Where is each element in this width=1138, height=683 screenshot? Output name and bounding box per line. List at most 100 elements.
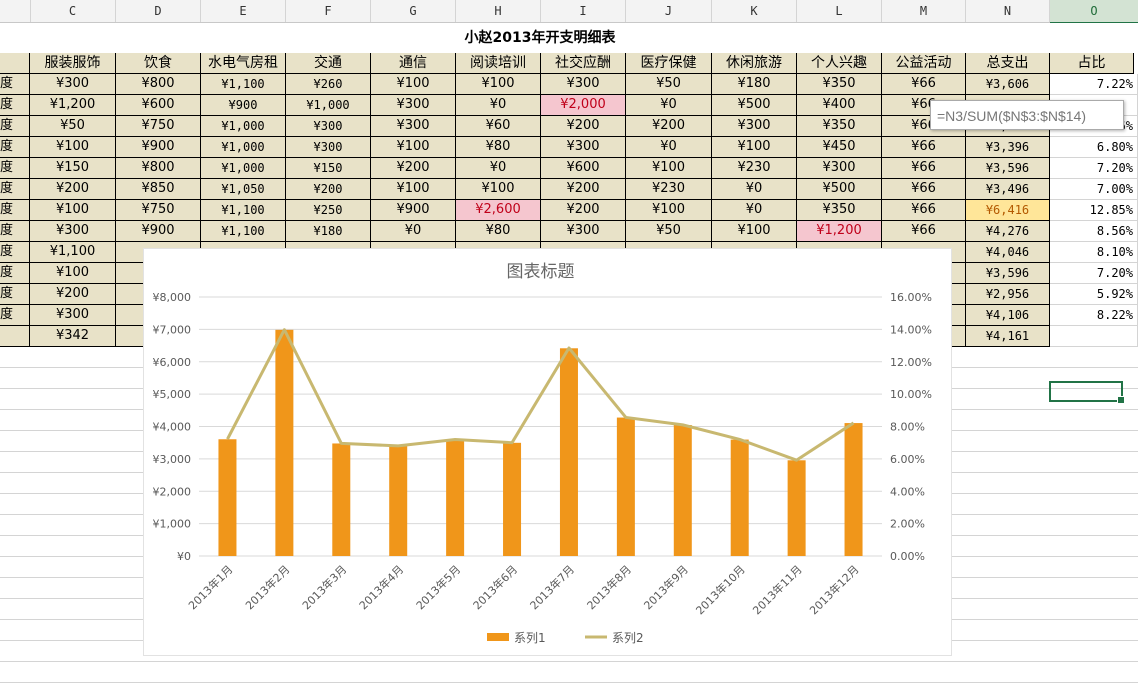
data-cell[interactable]: ¥50 <box>30 116 116 137</box>
data-cell[interactable]: ¥750 <box>116 116 201 137</box>
percent-cell[interactable]: 7.20% <box>1050 158 1138 179</box>
header-cell[interactable]: 阅读培训 <box>456 53 541 74</box>
data-cell[interactable]: ¥100 <box>626 200 712 221</box>
column-header-N[interactable]: N <box>966 0 1050 22</box>
header-cell[interactable]: 总支出 <box>966 53 1050 74</box>
data-cell[interactable]: ¥4,276 <box>966 221 1050 242</box>
data-cell[interactable]: ¥66 <box>882 221 966 242</box>
header-cell[interactable]: 个人兴趣 <box>797 53 882 74</box>
data-cell[interactable]: ¥2,600 <box>456 200 541 221</box>
data-cell[interactable]: ¥4,161 <box>966 326 1050 347</box>
data-cell[interactable]: ¥600 <box>541 158 626 179</box>
header-cell[interactable]: 休闲旅游 <box>712 53 797 74</box>
data-cell[interactable]: ¥0 <box>456 158 541 179</box>
percent-cell[interactable]: 7.20% <box>1050 263 1138 284</box>
combo-chart[interactable]: 图表标题¥0¥1,000¥2,000¥3,000¥4,000¥5,000¥6,0… <box>143 248 952 656</box>
header-cell[interactable]: 交通 <box>286 53 371 74</box>
data-cell[interactable]: ¥230 <box>712 158 797 179</box>
data-cell[interactable]: ¥6,416 <box>966 200 1050 221</box>
data-cell[interactable]: ¥3,606 <box>966 74 1050 95</box>
data-cell[interactable]: ¥60 <box>456 116 541 137</box>
column-header-O[interactable]: O <box>1050 0 1138 24</box>
data-cell[interactable]: ¥80 <box>456 221 541 242</box>
row-label-cell[interactable] <box>0 326 30 347</box>
data-cell[interactable]: ¥260 <box>286 74 371 95</box>
data-cell[interactable]: ¥100 <box>371 137 456 158</box>
data-cell[interactable]: ¥800 <box>116 74 201 95</box>
data-cell[interactable]: ¥1,000 <box>201 158 286 179</box>
data-cell[interactable]: ¥250 <box>286 200 371 221</box>
column-header-J[interactable]: J <box>626 0 712 22</box>
data-cell[interactable]: ¥850 <box>116 179 201 200</box>
data-cell[interactable]: ¥180 <box>712 74 797 95</box>
data-cell[interactable]: ¥600 <box>116 95 201 116</box>
data-cell[interactable]: ¥1,200 <box>30 95 116 116</box>
data-cell[interactable]: ¥200 <box>541 116 626 137</box>
header-cell[interactable]: 社交应酬 <box>541 53 626 74</box>
sheet-title[interactable]: 小赵2013年开支明细表 <box>30 23 1050 53</box>
data-cell[interactable]: ¥100 <box>30 200 116 221</box>
data-cell[interactable]: ¥342 <box>30 326 116 347</box>
data-cell[interactable]: ¥200 <box>541 200 626 221</box>
data-cell[interactable]: ¥0 <box>626 95 712 116</box>
row-label-cell[interactable]: 度 <box>0 242 30 263</box>
column-header-K[interactable]: K <box>712 0 797 22</box>
data-cell[interactable]: ¥1,000 <box>201 116 286 137</box>
column-header-H[interactable]: H <box>456 0 541 22</box>
data-cell[interactable]: ¥0 <box>626 137 712 158</box>
data-cell[interactable]: ¥200 <box>30 284 116 305</box>
data-cell[interactable]: ¥66 <box>882 158 966 179</box>
data-cell[interactable]: ¥300 <box>371 95 456 116</box>
data-cell[interactable]: ¥200 <box>286 179 371 200</box>
percent-cell[interactable]: 6.80% <box>1050 137 1138 158</box>
percent-cell[interactable]: 8.56% <box>1050 221 1138 242</box>
data-cell[interactable]: ¥450 <box>797 137 882 158</box>
data-cell[interactable]: ¥1,100 <box>30 242 116 263</box>
data-cell[interactable]: ¥66 <box>882 179 966 200</box>
data-cell[interactable]: ¥1,050 <box>201 179 286 200</box>
data-cell[interactable]: ¥350 <box>797 74 882 95</box>
data-cell[interactable]: ¥900 <box>116 137 201 158</box>
row-label-cell[interactable]: 度 <box>0 74 30 95</box>
data-cell[interactable]: ¥66 <box>882 74 966 95</box>
percent-cell[interactable]: 7.22% <box>1050 74 1138 95</box>
column-header-M[interactable]: M <box>882 0 966 22</box>
percent-cell[interactable]: 12.85% <box>1050 200 1138 221</box>
data-cell[interactable]: ¥500 <box>712 95 797 116</box>
data-cell[interactable]: ¥300 <box>541 74 626 95</box>
data-cell[interactable]: ¥400 <box>797 95 882 116</box>
row-label-cell[interactable]: 度 <box>0 200 30 221</box>
data-cell[interactable]: ¥1,200 <box>797 221 882 242</box>
data-cell[interactable]: ¥100 <box>30 137 116 158</box>
data-cell[interactable]: ¥66 <box>882 137 966 158</box>
column-header-G[interactable]: G <box>371 0 456 22</box>
data-cell[interactable]: ¥0 <box>456 95 541 116</box>
row-label-cell[interactable]: 度 <box>0 95 30 116</box>
data-cell[interactable]: ¥300 <box>30 221 116 242</box>
row-label-cell[interactable]: 度 <box>0 305 30 326</box>
data-cell[interactable]: ¥900 <box>201 95 286 116</box>
data-cell[interactable]: ¥300 <box>541 137 626 158</box>
row-label-cell[interactable]: 度 <box>0 221 30 242</box>
data-cell[interactable]: ¥150 <box>286 158 371 179</box>
data-cell[interactable]: ¥50 <box>626 221 712 242</box>
data-cell[interactable]: ¥0 <box>712 200 797 221</box>
data-cell[interactable]: ¥0 <box>371 221 456 242</box>
row-label-cell[interactable]: 度 <box>0 158 30 179</box>
row-label-cell[interactable]: 度 <box>0 179 30 200</box>
column-header-F[interactable]: F <box>286 0 371 22</box>
column-header-I[interactable]: I <box>541 0 626 22</box>
row-label-cell[interactable]: 度 <box>0 116 30 137</box>
fill-handle[interactable] <box>1117 396 1125 404</box>
data-cell[interactable]: ¥0 <box>712 179 797 200</box>
data-cell[interactable]: ¥1,000 <box>286 95 371 116</box>
data-cell[interactable]: ¥4,046 <box>966 242 1050 263</box>
header-cell[interactable]: 服装服饰 <box>30 53 116 74</box>
data-cell[interactable]: ¥100 <box>371 179 456 200</box>
data-cell[interactable]: ¥3,496 <box>966 179 1050 200</box>
data-cell[interactable]: ¥66 <box>882 200 966 221</box>
data-cell[interactable]: ¥300 <box>30 74 116 95</box>
data-cell[interactable]: ¥100 <box>712 137 797 158</box>
header-cell[interactable]: 公益活动 <box>882 53 966 74</box>
data-cell[interactable]: ¥350 <box>797 200 882 221</box>
